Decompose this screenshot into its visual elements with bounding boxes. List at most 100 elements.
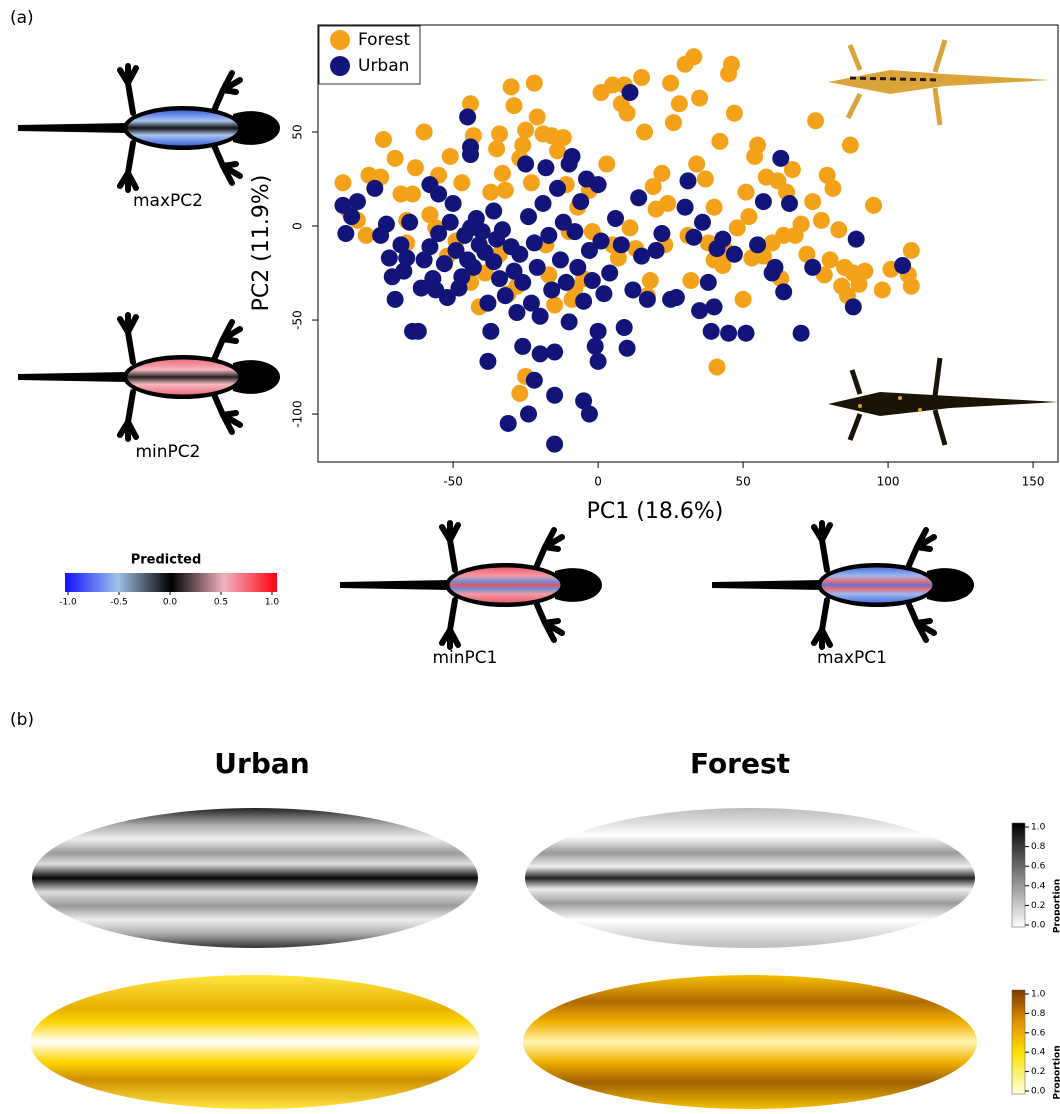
point: [506, 97, 523, 114]
point: [436, 255, 453, 272]
x-tick-label: 150: [1022, 475, 1045, 489]
point: [685, 48, 702, 65]
colorbar-tick-label: 0.5: [214, 598, 228, 608]
colorbar-title: Proportion: [1053, 879, 1060, 933]
point: [703, 323, 720, 340]
point: [613, 236, 630, 253]
point: [543, 281, 560, 298]
x-tick-label: 100: [877, 475, 900, 489]
point: [517, 122, 534, 139]
point: [848, 231, 865, 248]
point: [462, 139, 479, 156]
shape-pattern: [127, 110, 239, 146]
point: [737, 325, 754, 342]
shape-pattern: [821, 567, 933, 603]
point: [479, 353, 496, 370]
points: [334, 48, 919, 452]
point: [740, 208, 757, 225]
point: [404, 186, 421, 203]
point: [474, 223, 491, 240]
point: [607, 210, 624, 227]
point: [526, 372, 543, 389]
point: [598, 155, 615, 172]
point: [546, 343, 563, 360]
point: [842, 137, 859, 154]
colorbar-title: Proportion: [1053, 1045, 1060, 1099]
point: [465, 259, 482, 276]
point: [387, 291, 404, 308]
point: [894, 257, 911, 274]
x-tick-label: -50: [443, 475, 463, 489]
point: [766, 259, 783, 276]
point: [555, 129, 572, 146]
x-tick-label: 0: [594, 475, 602, 489]
point: [665, 114, 682, 131]
colorbar-tick-label: 1.0: [1031, 990, 1046, 1000]
point: [680, 172, 697, 189]
point: [824, 180, 841, 197]
point: [584, 272, 601, 289]
point: [622, 84, 639, 101]
point: [619, 340, 636, 357]
point: [648, 242, 665, 259]
y-tick-label: -50: [291, 310, 305, 330]
point: [514, 137, 531, 154]
point: [624, 281, 641, 298]
shape-pattern: [127, 359, 239, 395]
point: [343, 208, 360, 225]
point: [595, 285, 612, 302]
point: [694, 214, 711, 231]
point: [856, 263, 873, 280]
point: [708, 359, 725, 376]
y-axis-label: PC2 (11.9%): [249, 175, 274, 312]
point: [903, 242, 920, 259]
point: [366, 180, 383, 197]
point: [682, 272, 699, 289]
point: [514, 338, 531, 355]
point: [494, 221, 511, 238]
point: [726, 105, 743, 122]
shape-pattern: [449, 567, 561, 603]
point: [575, 293, 592, 310]
point: [540, 227, 557, 244]
point: [706, 199, 723, 216]
colorbar-tick-label: 0.8: [1031, 1009, 1046, 1019]
figure: (a) (b) maxPC2 minPC2 minPC1 maxPC1 Pred…: [0, 0, 1060, 1114]
point: [482, 184, 499, 201]
point: [526, 75, 543, 92]
colorbar-tick-label: 0.4: [1031, 881, 1046, 891]
point: [688, 155, 705, 172]
colorbar-tick-label: -0.5: [110, 598, 128, 608]
point: [749, 137, 766, 154]
shape-label: minPC2: [136, 442, 201, 462]
legend-marker: [330, 56, 350, 76]
point: [485, 202, 502, 219]
point: [636, 123, 653, 140]
point: [726, 246, 743, 263]
point: [590, 323, 607, 340]
point: [691, 90, 708, 107]
colorbar-tick-label: 0.2: [1031, 1067, 1045, 1077]
point: [830, 221, 847, 238]
shape-label: maxPC2: [133, 191, 203, 211]
point: [633, 248, 650, 265]
point: [735, 291, 752, 308]
point: [700, 274, 717, 291]
point: [511, 246, 528, 263]
y-tick-label: 0: [291, 222, 305, 230]
point: [549, 180, 566, 197]
point: [793, 216, 810, 233]
shape-label: maxPC1: [817, 648, 887, 668]
point: [358, 227, 375, 244]
colorbar: [1012, 823, 1025, 927]
point: [804, 259, 821, 276]
point: [668, 289, 685, 306]
colorbar-tick-label: 0.0: [1031, 921, 1046, 931]
point: [488, 140, 505, 157]
point: [566, 223, 583, 240]
point: [398, 249, 415, 266]
point: [532, 345, 549, 362]
panel-label: (a): [10, 8, 34, 28]
panel-title: Forest: [690, 747, 790, 780]
colorbar-tick-label: 0.0: [1031, 1087, 1046, 1097]
